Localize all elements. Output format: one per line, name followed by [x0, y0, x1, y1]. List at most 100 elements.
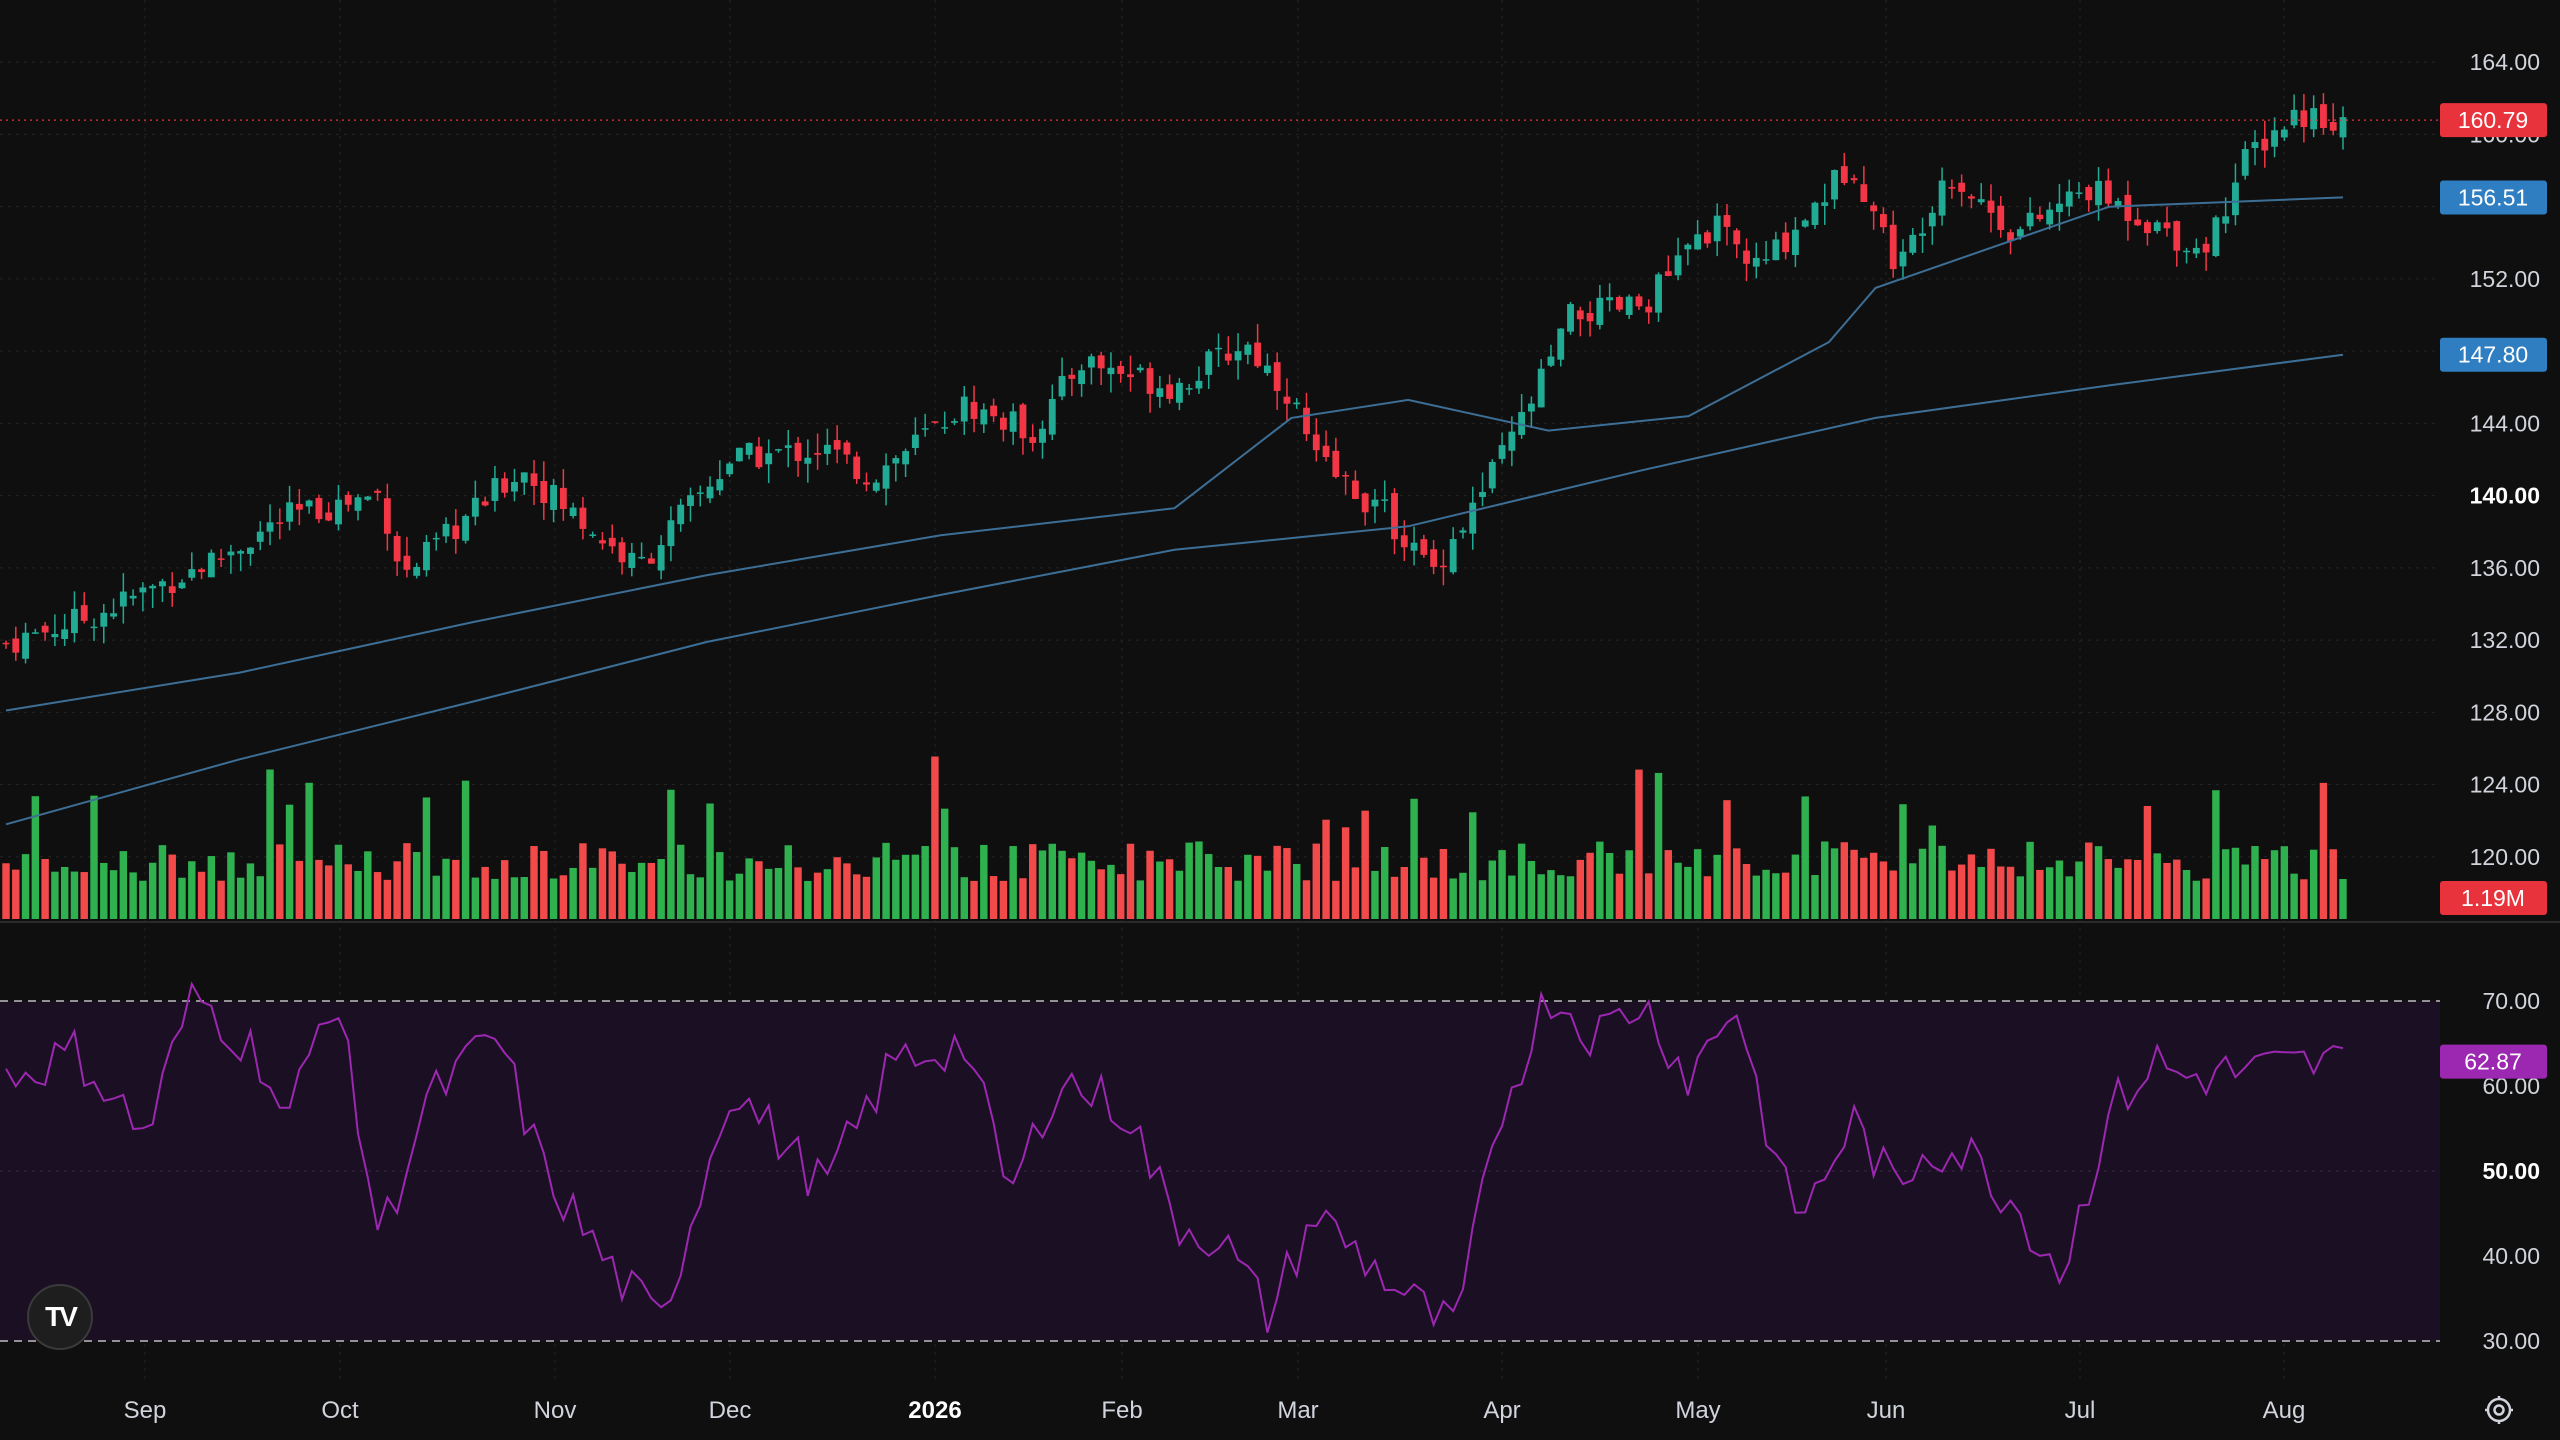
candle-body — [393, 535, 401, 562]
volume-bar — [931, 756, 939, 919]
candle-body — [1997, 205, 2005, 230]
candle-body — [1107, 367, 1115, 375]
candle-body — [2, 642, 10, 645]
volume-bar — [41, 858, 49, 919]
volume-bar — [1576, 859, 1585, 919]
volume-bar — [60, 866, 69, 919]
volume-bar — [1781, 872, 1790, 919]
volume-bar — [1977, 866, 1985, 919]
candle-body — [882, 465, 890, 489]
volume-bar — [794, 867, 802, 919]
candle-body — [1674, 255, 1682, 276]
volume-bar — [1361, 810, 1369, 919]
volume-bar — [1772, 873, 1780, 919]
candle-body — [1723, 215, 1731, 227]
volume-bar — [540, 850, 548, 919]
volume-bar — [950, 847, 959, 919]
candle-body — [110, 613, 117, 617]
volume-bar — [109, 870, 118, 919]
volume-bar — [892, 859, 900, 919]
volume-bar — [852, 874, 861, 919]
volume-bar — [1214, 867, 1223, 919]
candle-body — [1175, 382, 1183, 403]
volume-bar — [422, 797, 431, 919]
candle-body — [540, 481, 548, 503]
time-tick-label: Oct — [321, 1397, 359, 1424]
candle-body — [1244, 344, 1252, 355]
volume-bar — [1351, 867, 1360, 919]
candle-body — [217, 558, 225, 560]
volume-bar — [2094, 846, 2103, 919]
volume-bar — [158, 845, 167, 919]
time-tick-label: Sep — [124, 1397, 167, 1424]
candle-body — [520, 472, 528, 483]
candle-body — [550, 484, 558, 510]
candle-body — [1987, 200, 1995, 213]
candle-body — [2232, 182, 2239, 216]
volume-bar — [80, 872, 88, 919]
gear-icon[interactable] — [2479, 1390, 2519, 1430]
candle-body — [1811, 202, 1819, 225]
candle-body — [1527, 403, 1535, 412]
volume-bar — [1244, 854, 1252, 919]
candle-body — [618, 542, 626, 563]
volume-bar — [1205, 854, 1213, 919]
candle-body — [980, 409, 988, 425]
volume-bar — [1322, 819, 1330, 919]
candle-body — [159, 581, 166, 587]
candle-body — [1977, 199, 1985, 203]
volume-bar — [1869, 852, 1878, 919]
candle-body — [305, 500, 313, 507]
volume-bar — [1488, 860, 1497, 919]
volume-bar — [236, 877, 245, 919]
candle-body — [256, 531, 264, 542]
ma-short-tag: 156.51 — [2458, 184, 2528, 210]
candle-body — [2036, 214, 2044, 220]
volume-bar — [960, 877, 968, 919]
candle-body — [1048, 399, 1056, 435]
candle-body — [2202, 243, 2210, 253]
candle-body — [1703, 232, 1711, 244]
volume-bar — [1967, 854, 1976, 919]
volume-bar — [716, 852, 724, 919]
volume-bar — [1537, 874, 1545, 919]
volume-bar — [246, 863, 255, 919]
tradingview-logo-icon[interactable]: TV — [27, 1284, 93, 1350]
candle-body — [1371, 499, 1379, 507]
volume-bar — [1713, 854, 1721, 919]
candle-body — [1097, 355, 1105, 369]
candle-body — [667, 520, 675, 547]
volume-bar — [481, 866, 489, 919]
volume-bar — [549, 878, 558, 919]
volume-bar — [755, 861, 763, 919]
volume-bar — [227, 852, 235, 919]
volume-bar — [1840, 842, 1849, 919]
last-price-tag-bg — [2440, 103, 2547, 138]
candle-body — [1762, 259, 1770, 261]
candle-body — [1635, 296, 1643, 307]
candle-body — [501, 478, 509, 493]
time-tick-label: Jul — [2065, 1397, 2096, 1424]
candle-body — [2144, 222, 2151, 234]
candle-body — [1831, 170, 1838, 200]
candle-body — [149, 585, 157, 589]
volume-bar — [1733, 848, 1741, 919]
candle-body — [1195, 380, 1203, 389]
volume-bar — [2339, 878, 2347, 919]
volume-bar — [1850, 849, 1858, 919]
volume-bar — [1283, 848, 1291, 919]
candle-body — [921, 428, 929, 430]
candle-body — [1068, 374, 1076, 379]
candle-body — [863, 482, 870, 485]
candle-body — [1283, 396, 1291, 404]
candle-body — [638, 556, 646, 559]
candle-body — [1078, 370, 1086, 385]
volume-bar — [2261, 859, 2269, 919]
volume-bar — [1253, 855, 1262, 919]
volume-bar — [1957, 864, 1966, 919]
time-tick-label: Feb — [1101, 1397, 1142, 1424]
rsi-line — [5, 981, 2344, 1333]
candle-body — [1694, 234, 1702, 250]
